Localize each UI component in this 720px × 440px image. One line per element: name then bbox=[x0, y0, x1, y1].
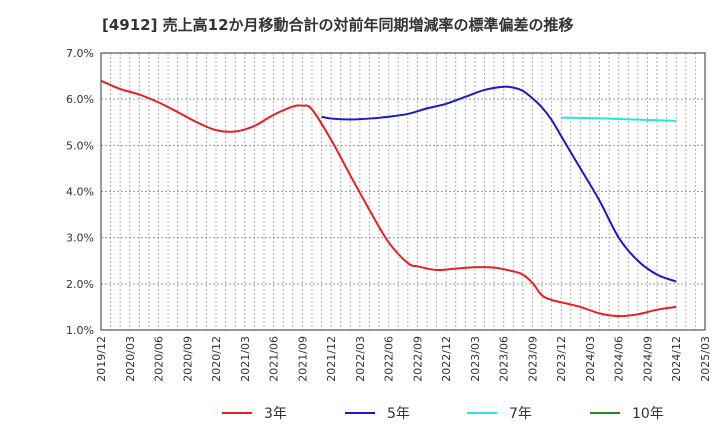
x-tick-label: 2022/09 bbox=[411, 336, 424, 382]
plot-border bbox=[100, 52, 706, 331]
y-tick-label: 6.0% bbox=[66, 93, 94, 106]
x-tick-label: 2021/03 bbox=[239, 336, 252, 382]
legend-label: 3年 bbox=[264, 406, 287, 422]
series-line-3 bbox=[561, 116, 677, 122]
x-tick-label: 2025/03 bbox=[699, 336, 712, 382]
x-tick-label: 2020/03 bbox=[124, 336, 137, 382]
legend-label: 5年 bbox=[387, 406, 410, 422]
y-tick-label: 2.0% bbox=[66, 278, 94, 291]
y-tick-label: 3.0% bbox=[66, 232, 94, 245]
x-tick-label: 2022/03 bbox=[354, 336, 367, 382]
y-tick-label: 4.0% bbox=[66, 186, 94, 199]
y-tick-label: 7.0% bbox=[66, 47, 94, 60]
y-tick-label: 5.0% bbox=[66, 139, 94, 152]
legend-label: 7年 bbox=[509, 406, 532, 422]
x-tick-label: 2023/12 bbox=[555, 336, 568, 382]
chart-title: [4912] 売上高12か月移動合計の対前年同期増減率の標準偏差の推移 bbox=[102, 16, 574, 34]
x-tick-label: 2021/12 bbox=[325, 336, 338, 382]
x-tick-label: 2020/12 bbox=[210, 336, 223, 382]
x-tick-label: 2021/06 bbox=[268, 336, 281, 382]
x-tick-label: 2024/03 bbox=[584, 336, 597, 382]
x-tick-label: 2020/06 bbox=[153, 336, 166, 382]
x-tick-label: 2019/12 bbox=[95, 336, 108, 382]
x-tick-label: 2021/09 bbox=[296, 336, 309, 382]
x-tick-label: 2023/03 bbox=[469, 336, 482, 382]
x-tick-label: 2022/06 bbox=[383, 336, 396, 382]
x-tick-label: 2020/09 bbox=[181, 336, 194, 382]
x-tick-label: 2024/06 bbox=[613, 336, 626, 382]
x-tick-label: 2022/12 bbox=[440, 336, 453, 382]
series-line-2 bbox=[321, 85, 677, 283]
y-tick-label: 1.0% bbox=[66, 324, 94, 337]
x-tick-label: 2023/06 bbox=[498, 336, 511, 382]
series-line-1 bbox=[100, 79, 677, 318]
x-tick-label: 2023/09 bbox=[526, 336, 539, 382]
legend-label: 10年 bbox=[632, 406, 664, 422]
x-tick-label: 2024/09 bbox=[641, 336, 654, 382]
x-tick-label: 2024/12 bbox=[670, 336, 683, 382]
